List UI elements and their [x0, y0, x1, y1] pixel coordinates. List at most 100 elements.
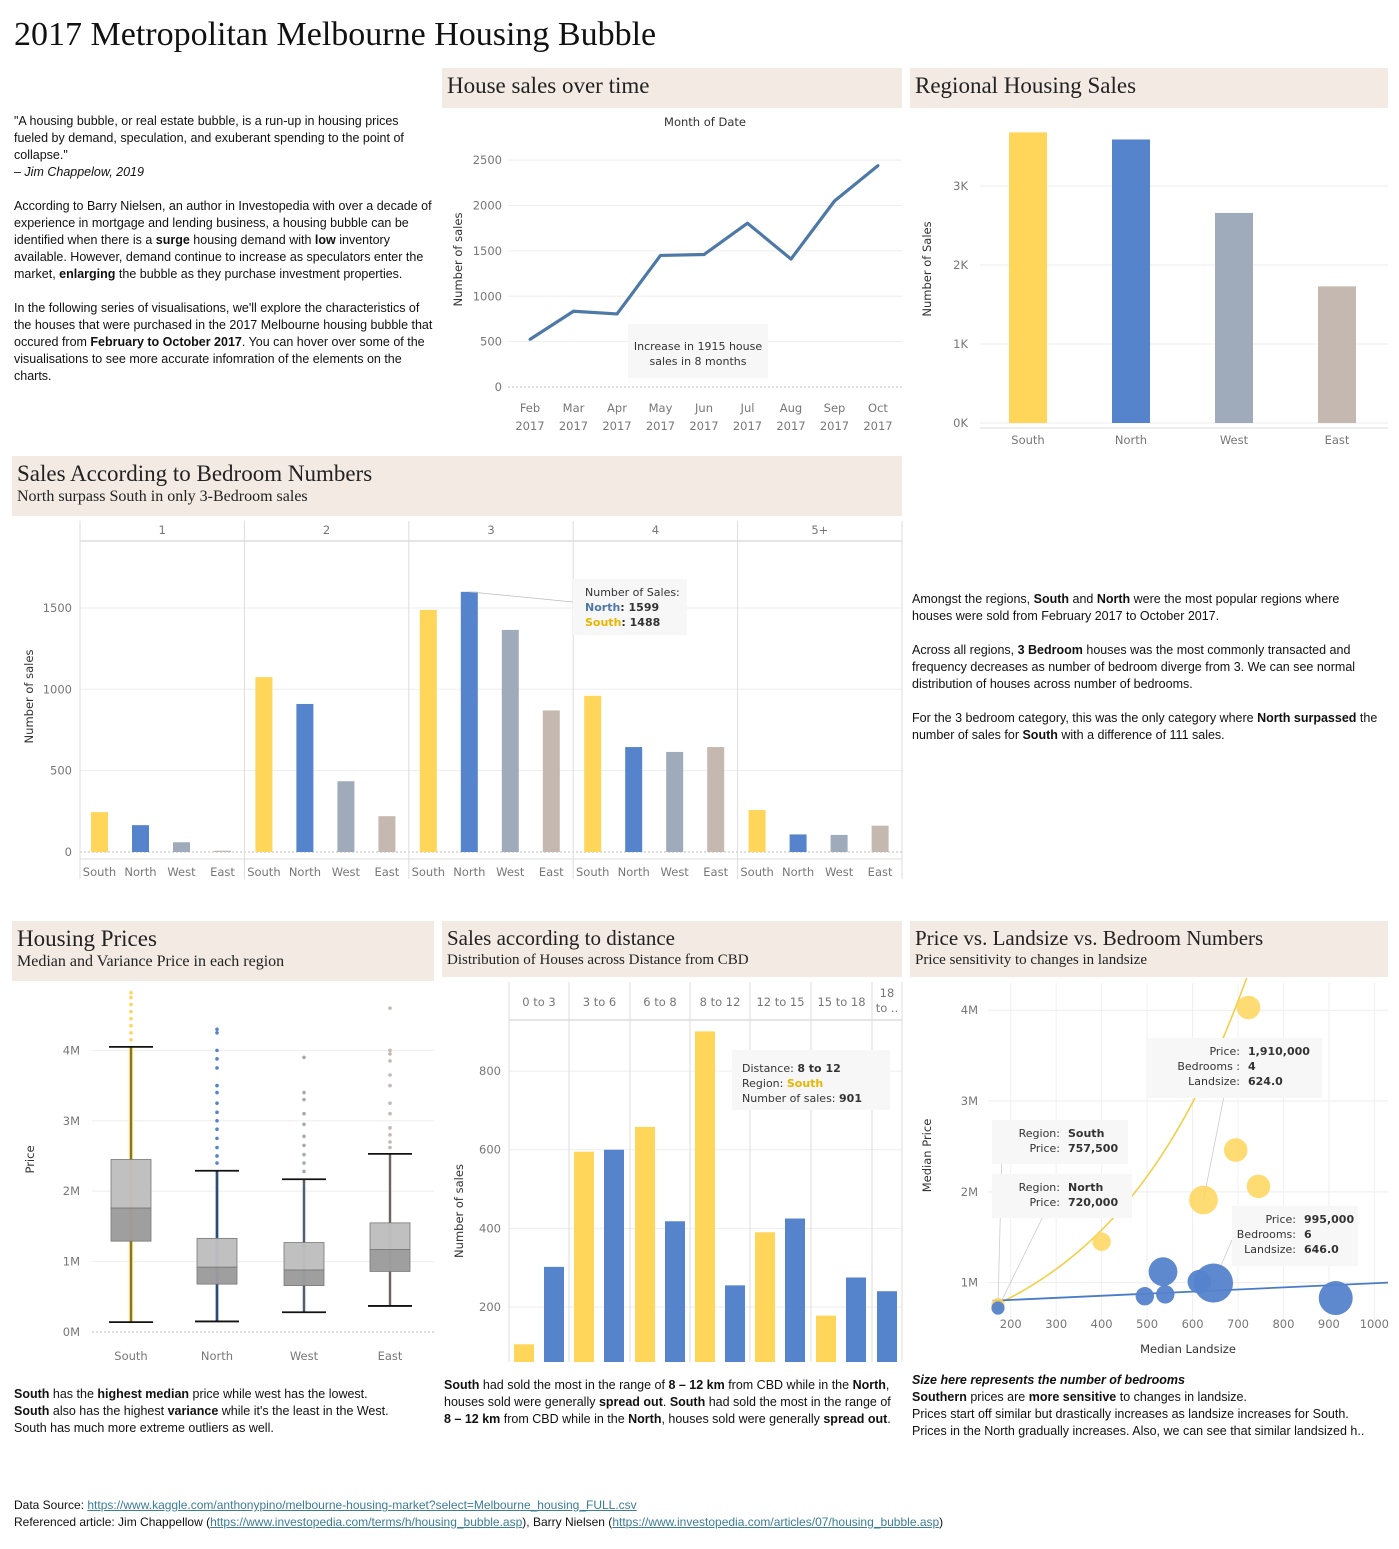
prices-outlier-north — [215, 1161, 219, 1165]
distance-bar-north — [604, 1149, 624, 1362]
distance-bar-south — [635, 1126, 655, 1362]
scatter-point-north — [1156, 1285, 1175, 1304]
bedroom-text: Amongst the regions, South and North wer… — [912, 591, 1382, 744]
time-xtick-year: 2017 — [733, 419, 762, 433]
time-data-point — [789, 257, 793, 261]
bedroom-xtick-label: North — [782, 865, 814, 879]
bedroom-text-p1: Amongst the regions, South and North wer… — [912, 592, 1340, 623]
distance-facet-label: 3 to 6 — [583, 995, 617, 1009]
time-ytick-label: 1000 — [473, 289, 502, 303]
scatter-xtick-label: 600 — [1182, 1317, 1204, 1331]
time-ytick-label: 1500 — [473, 244, 502, 258]
time-xtick-year: 2017 — [559, 419, 588, 433]
prices-outlier-north — [215, 1101, 219, 1105]
time-chart-title: Month of Date — [664, 115, 746, 129]
scatter-ytick-label: 4M — [961, 1003, 978, 1017]
regional-bar-chart[interactable]: 0K 1K 2K 3K Number of Sales South North West Eas… — [910, 110, 1390, 450]
time-panel-title: House sales over time — [447, 73, 650, 98]
prices-outlier-north — [215, 1057, 219, 1061]
intro-paragraph-2: According to Barry Nielsen, an author in… — [14, 199, 432, 281]
prices-box-chart[interactable]: 0M 1M 2M 3M 4M Price South North West East — [12, 982, 436, 1372]
prices-outlier-north — [215, 1083, 219, 1088]
bedroom-ytick-label: 0 — [65, 845, 72, 859]
prices-text-line3: South has much more extreme outliers as … — [14, 1421, 274, 1435]
prices-ytick-label: 3M — [63, 1114, 80, 1128]
regional-panel-title: Regional Housing Sales — [915, 73, 1137, 98]
bedroom-panel-title: Sales According to Bedroom Numbers — [17, 461, 373, 486]
scatter-tooltip-value: 4 — [1248, 1060, 1256, 1073]
bedroom-bar-chart[interactable]: 0 500 1000 1500 Number of sales 1 South North We… — [12, 517, 904, 885]
scatter-xtick-label: 200 — [1000, 1317, 1022, 1331]
prices-outlier-east — [388, 1140, 392, 1144]
prices-box-upper-south — [110, 1159, 152, 1209]
scatter-tooltip-value: 720,000 — [1068, 1196, 1118, 1209]
distance-tooltip-line: Region: South — [742, 1077, 823, 1090]
footer-ref-link-1[interactable]: https://www.investopedia.com/terms/h/hou… — [210, 1515, 523, 1529]
bedroom-tooltip-pointer — [469, 591, 574, 603]
prices-panel-title: Housing Prices — [17, 926, 157, 951]
prices-outlier-east — [388, 1059, 392, 1063]
distance-ytick-label: 600 — [479, 1143, 501, 1157]
bedroom-xtick-label: East — [868, 865, 893, 879]
distance-bar-north — [877, 1291, 897, 1362]
scatter-tooltip-label: Bedrooms: — [1237, 1228, 1296, 1241]
prices-outlier-south — [129, 1016, 133, 1021]
bedroom-facet-label: 4 — [652, 523, 659, 537]
scatter-tooltip-label: Bedrooms : — [1177, 1060, 1240, 1073]
time-xtick-month: Feb — [520, 401, 540, 415]
bedroom-bar-west — [501, 629, 519, 852]
scatter-north-trendline — [992, 1281, 1389, 1302]
prices-outlier-east — [388, 1145, 392, 1150]
bedroom-xtick-label: West — [167, 865, 196, 879]
bedroom-bar-south — [91, 812, 108, 852]
scatter-point-north — [1148, 1257, 1178, 1287]
scatter-tooltip-box — [1232, 1206, 1358, 1266]
bedroom-bar-east — [871, 825, 889, 852]
regional-bar-north — [1112, 139, 1150, 423]
footer-ref-link-2[interactable]: https://www.investopedia.com/articles/07… — [612, 1515, 940, 1529]
prices-panel-header: Housing Prices Median and Variance Price… — [12, 921, 434, 981]
footer-ref-end: ) — [939, 1515, 944, 1529]
bedroom-bar-north — [789, 834, 807, 852]
time-data-point — [572, 309, 575, 313]
bedroom-tooltip-north: North: 1599 — [585, 601, 659, 614]
scatter-xtick-label: 400 — [1091, 1317, 1113, 1331]
distance-bar-north — [544, 1266, 564, 1362]
prices-outlier-north — [215, 1048, 219, 1053]
bedroom-facet-label: 1 — [159, 523, 166, 537]
scatter-tooltip-value: South — [1068, 1127, 1104, 1140]
scatter-text-line2: Southern prices are more sensitive to ch… — [912, 1390, 1247, 1404]
prices-outlier-north — [215, 1066, 219, 1070]
time-xtick-year: 2017 — [776, 419, 805, 433]
distance-bar-north — [785, 1218, 805, 1362]
bedroom-bar-south — [748, 810, 766, 852]
time-data-point — [876, 164, 880, 168]
prices-ytick-label: 2M — [63, 1184, 80, 1198]
footer-source-link[interactable]: https://www.kaggle.com/anthonypino/melbo… — [87, 1498, 637, 1512]
bedroom-bar-west — [830, 834, 848, 852]
time-xtick-month: Oct — [868, 401, 888, 415]
time-data-point — [702, 253, 706, 257]
bedroom-bar-west — [666, 751, 684, 852]
bedroom-xtick-label: West — [496, 865, 525, 879]
distance-bar-south — [574, 1151, 594, 1362]
distance-bar-chart[interactable]: 200 400 600 800 Number of sales 0 to 3 3 to 6 6… — [442, 978, 904, 1370]
time-xtick-month: Sep — [824, 401, 846, 415]
intro-quote-author: – Jim Chappelow, 2019 — [14, 165, 144, 179]
prices-outlier-south — [129, 1002, 133, 1007]
bedroom-xtick-label: South — [740, 865, 773, 879]
bedroom-xtick-label: East — [210, 865, 235, 879]
scatter-tooltip-label: Landsize: — [1244, 1243, 1296, 1256]
time-line-chart[interactable]: Month of Date 0 500 1000 1500 2000 2500 Number … — [442, 110, 904, 440]
regional-bar-east — [1318, 286, 1356, 423]
prices-outlier-west — [302, 1111, 306, 1116]
time-y-axis-label: Number of sales — [451, 213, 465, 307]
scatter-chart[interactable]: 200 300 400 500 600 700 800 900 1000 1M 2M 3M 4M Medi… — [910, 978, 1390, 1362]
scatter-tooltip-label: Region: — [1019, 1127, 1060, 1140]
scatter-tooltip-label: Landsize: — [1188, 1075, 1240, 1088]
bedroom-xtick-label: East — [539, 865, 564, 879]
prices-panel-subtitle: Median and Variance Price in each region — [17, 953, 285, 970]
prices-xtick-label: West — [290, 1349, 319, 1363]
distance-panel-title: Sales according to distance — [447, 926, 676, 950]
bedroom-xtick-label: South — [576, 865, 609, 879]
